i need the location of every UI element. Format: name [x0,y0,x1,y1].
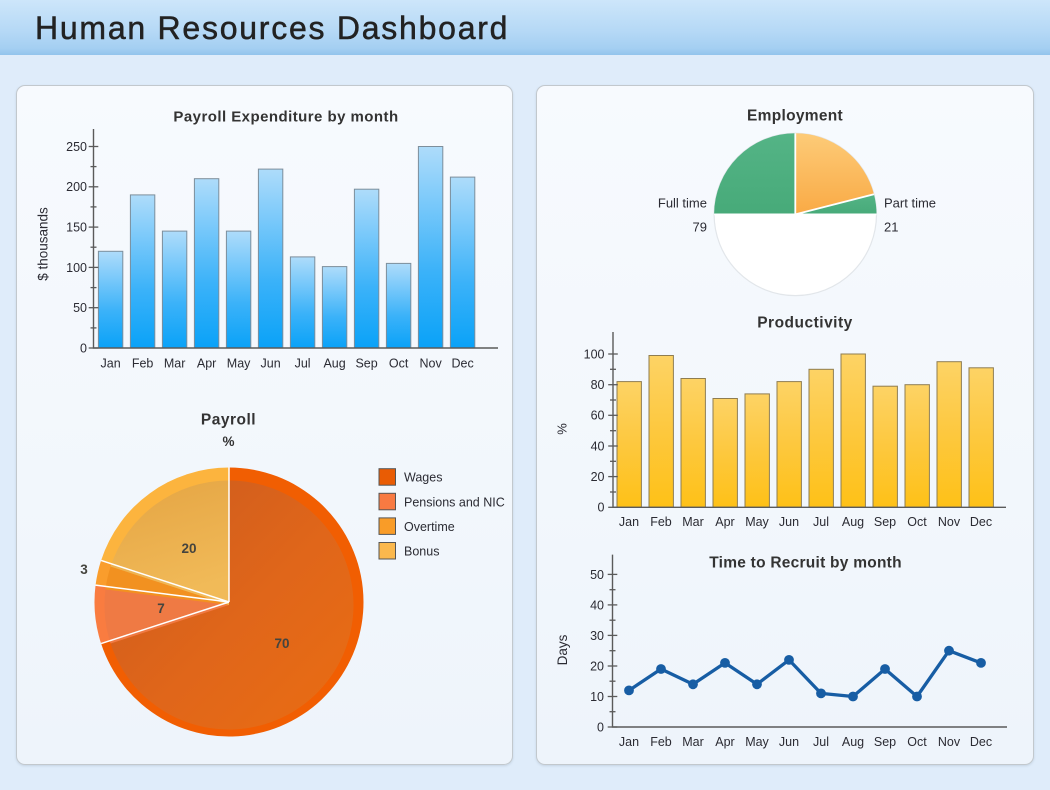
svg-text:40: 40 [591,439,605,453]
svg-text:20: 20 [591,470,605,484]
svg-text:20: 20 [181,541,196,556]
svg-text:Time to Recruit by month: Time to Recruit by month [709,555,902,572]
svg-text:Sep: Sep [874,515,896,529]
svg-text:0: 0 [598,501,605,515]
svg-text:21: 21 [884,220,898,235]
svg-text:Oct: Oct [389,357,409,371]
svg-text:70: 70 [274,636,289,651]
svg-text:May: May [227,357,251,371]
svg-text:Oct: Oct [907,515,927,529]
svg-text:Jul: Jul [295,357,311,371]
svg-text:Nov: Nov [938,735,961,749]
svg-text:Dec: Dec [451,357,473,371]
svg-text:Overtime: Overtime [404,520,455,534]
svg-text:Part time: Part time [884,196,936,211]
svg-text:Jul: Jul [813,735,829,749]
svg-text:%: % [222,434,234,449]
svg-text:Jan: Jan [619,735,639,749]
svg-text:Feb: Feb [650,735,672,749]
svg-text:Jun: Jun [779,515,799,529]
svg-text:Aug: Aug [842,515,864,529]
svg-text:Jul: Jul [813,515,829,529]
svg-text:Payroll: Payroll [201,412,256,429]
svg-text:Mar: Mar [682,515,704,529]
svg-text:60: 60 [591,409,605,423]
svg-text:Apr: Apr [715,515,734,529]
svg-text:Sep: Sep [874,735,896,749]
svg-text:7: 7 [157,601,165,616]
svg-text:Aug: Aug [842,735,864,749]
svg-text:200: 200 [66,180,87,194]
svg-text:May: May [745,515,769,529]
svg-text:Nov: Nov [938,515,961,529]
svg-text:Oct: Oct [907,735,927,749]
svg-text:Jun: Jun [261,357,281,371]
svg-text:Jan: Jan [619,515,639,529]
svg-text:20: 20 [590,659,604,673]
svg-text:Mar: Mar [682,735,704,749]
svg-text:150: 150 [66,221,87,235]
svg-text:$ thousands: $ thousands [35,207,50,281]
svg-text:Nov: Nov [419,357,442,371]
svg-text:79: 79 [693,220,707,235]
svg-text:Dec: Dec [970,735,992,749]
svg-text:Feb: Feb [650,515,672,529]
svg-text:100: 100 [66,261,87,275]
svg-text:Mar: Mar [164,357,186,371]
svg-text:40: 40 [590,598,604,612]
svg-text:Aug: Aug [323,357,345,371]
svg-text:0: 0 [597,720,604,734]
svg-text:Pensions and NIC: Pensions and NIC [404,495,505,509]
svg-text:30: 30 [590,629,604,643]
svg-text:%: % [555,423,570,435]
svg-text:0: 0 [80,341,87,355]
svg-text:Feb: Feb [132,357,154,371]
svg-text:100: 100 [584,347,605,361]
svg-text:Days: Days [555,634,570,665]
svg-text:Productivity: Productivity [757,315,853,332]
svg-text:Jan: Jan [101,357,121,371]
svg-text:Bonus: Bonus [404,545,439,559]
svg-text:Employment: Employment [747,108,843,125]
svg-text:3: 3 [80,562,88,577]
svg-text:50: 50 [590,568,604,582]
svg-text:Dec: Dec [970,515,992,529]
svg-text:80: 80 [591,378,605,392]
svg-text:Sep: Sep [355,357,377,371]
svg-text:May: May [745,735,769,749]
svg-text:Apr: Apr [715,735,734,749]
svg-text:50: 50 [73,301,87,315]
svg-text:Wages: Wages [404,471,442,485]
svg-text:250: 250 [66,140,87,154]
svg-text:10: 10 [590,690,604,704]
svg-text:Payroll Expenditure by month: Payroll Expenditure by month [173,109,398,126]
svg-text:Jun: Jun [779,735,799,749]
svg-text:Full time: Full time [658,196,707,211]
svg-text:Apr: Apr [197,357,216,371]
